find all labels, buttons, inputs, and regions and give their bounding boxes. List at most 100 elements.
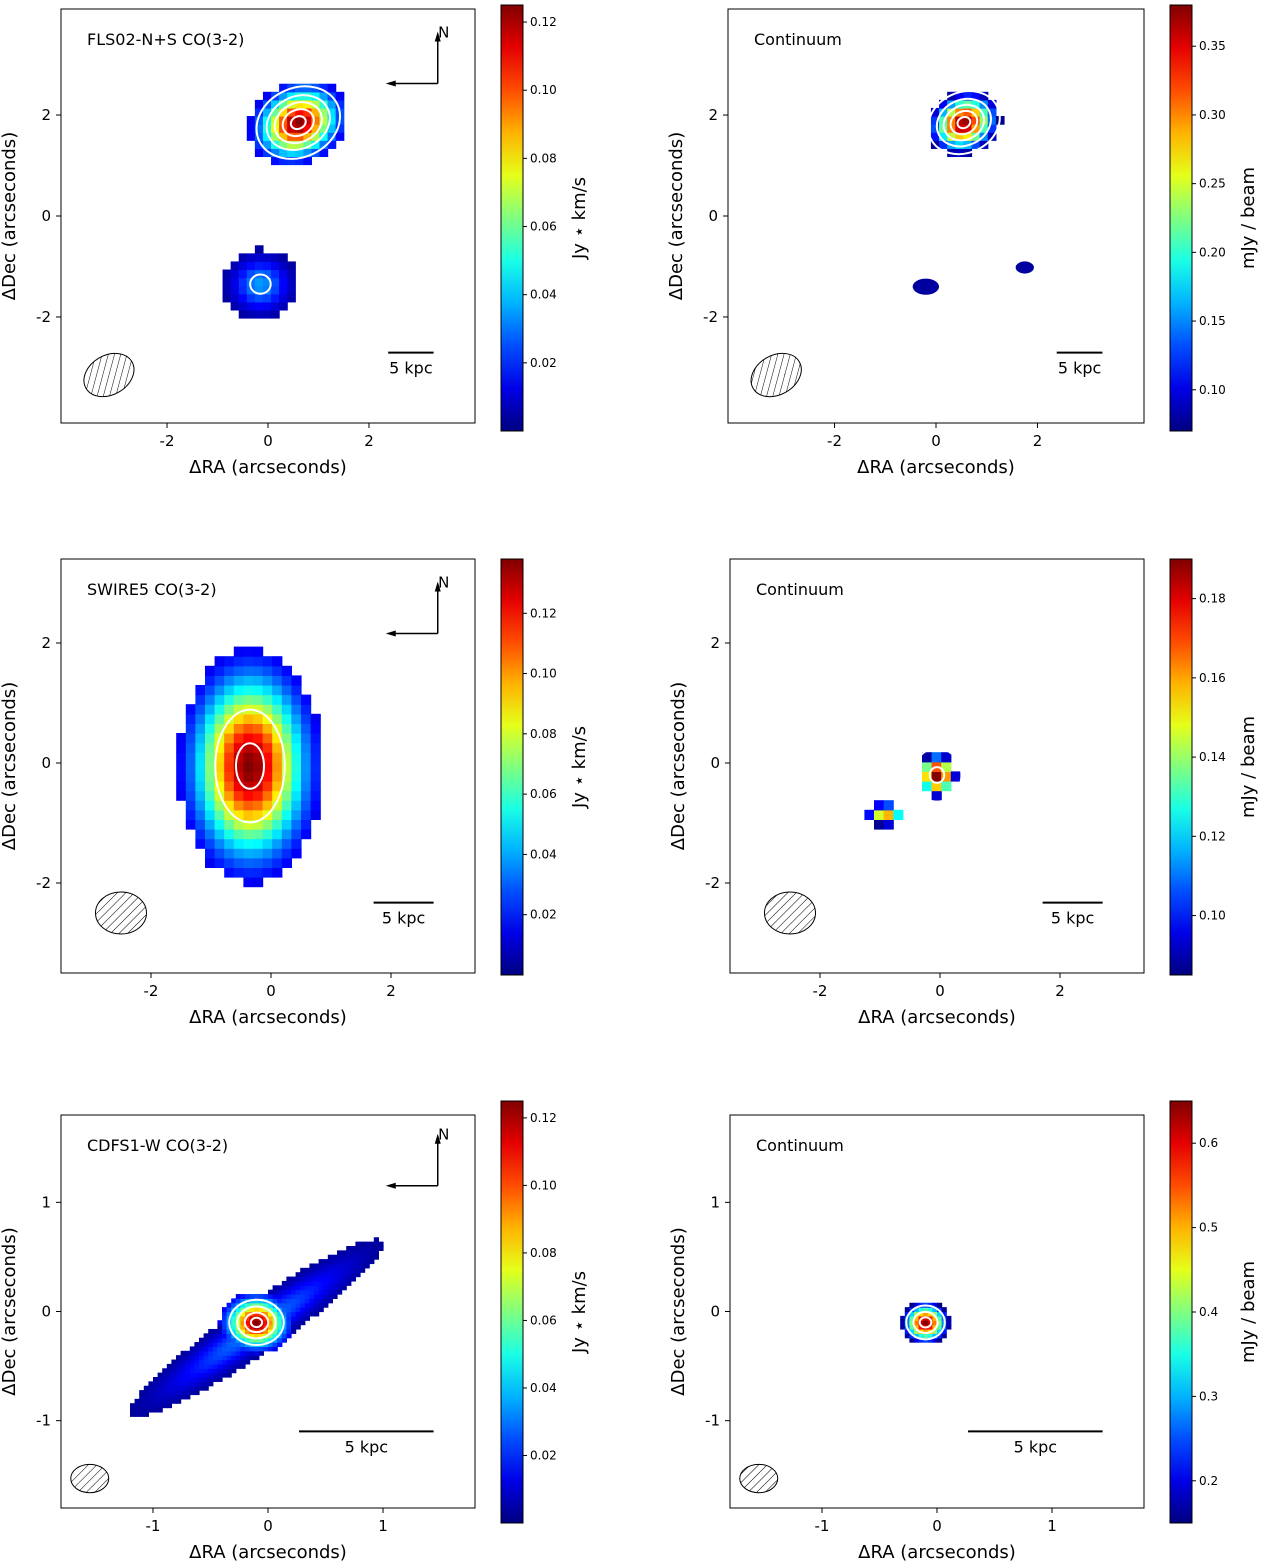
y-axis-label: ΔDec (arcseconds)	[0, 132, 20, 300]
contour-line	[956, 115, 972, 130]
colorbar-tick-label: 0.4	[1199, 1305, 1218, 1319]
axes-frame	[729, 558, 1145, 974]
y-tick-label: -2	[36, 308, 51, 326]
compass-east-head	[385, 1182, 396, 1189]
colorbar-tick-label: 0.3	[1199, 1389, 1218, 1403]
contour-line	[265, 94, 331, 151]
x-tick-label: -1	[815, 1517, 830, 1535]
colorbar-tick-label: 0.02	[530, 908, 557, 922]
x-axis-label: ΔRA (arcseconds)	[189, 1007, 347, 1028]
panel-title: FLS02-N+S CO(3-2)	[87, 30, 244, 49]
x-axis-label: ΔRA (arcseconds)	[189, 457, 347, 478]
x-tick-label: -2	[813, 982, 828, 1000]
colorbar-tick-label: 0.12	[530, 606, 557, 620]
contour-line	[935, 97, 992, 148]
contour-line	[228, 1298, 285, 1347]
colorbar-tick-label: 0.2	[1199, 1474, 1218, 1488]
colorbar-tick-label: 0.02	[530, 356, 557, 370]
x-tick-label: 2	[364, 432, 374, 450]
panel-title: CDFS1-W CO(3-2)	[87, 1136, 228, 1155]
panel-1: 5 kpc N FLS02-N+S CO(3-2) -2 0 2 -2 0 2 ΔRA (arcs…	[0, 4, 590, 478]
map-image	[222, 83, 345, 319]
colorbar-tick-label: 0.20	[1199, 245, 1226, 259]
x-tick-label: 0	[263, 1517, 273, 1535]
x-tick-label: 0	[931, 432, 941, 450]
beam-ellipse	[95, 891, 147, 935]
compass-east-head	[385, 80, 396, 87]
colorbar-tick-label: 0.08	[530, 1246, 557, 1260]
map-image	[900, 1302, 952, 1343]
colorbar-label: Jy ⋆ km/s	[569, 177, 590, 260]
y-tick-label: 0	[41, 1303, 51, 1321]
colorbar-tick-label: 0.16	[1199, 671, 1226, 685]
colorbar	[500, 558, 524, 976]
x-tick-label: 1	[1047, 1517, 1057, 1535]
colorbar-tick-label: 0.06	[530, 220, 557, 234]
y-axis-label: ΔDec (arcseconds)	[666, 132, 687, 300]
y-tick-label: -1	[705, 1412, 720, 1430]
contour-line	[942, 103, 986, 142]
colorbar-tick-label: 0.04	[530, 288, 557, 302]
continuum-island	[1013, 259, 1036, 276]
colorbar-label: Jy ⋆ km/s	[569, 726, 590, 809]
y-tick-label: 2	[708, 106, 718, 124]
panel-2: 5 kpc Continuum -2 0 2 -2 0 2 ΔRA (arcseconds) ΔD…	[666, 4, 1259, 478]
panel-title: Continuum	[754, 30, 842, 49]
y-tick-label: -2	[36, 874, 51, 892]
beam-ellipse	[750, 352, 802, 398]
panel-5: 5 kpc N CDFS1-W CO(3-2) -1 0 1 -1 0 1 ΔRA (arcsec…	[0, 1100, 590, 1563]
x-tick-label: 0	[266, 982, 276, 1000]
contour-line	[214, 708, 286, 824]
compass-north-head	[434, 31, 441, 42]
map-image	[864, 747, 963, 830]
y-axis-label: ΔDec (arcseconds)	[668, 1227, 689, 1395]
y-tick-label: -2	[703, 308, 718, 326]
contour-line	[273, 101, 323, 145]
map-image	[176, 646, 321, 888]
contour-line	[918, 1316, 933, 1329]
colorbar-tick-label: 0.12	[530, 15, 557, 29]
colorbar-tick-label: 0.08	[530, 151, 557, 165]
colorbar-tick-label: 0.15	[1199, 314, 1226, 328]
plot-area	[61, 9, 475, 423]
panel-title: Continuum	[756, 580, 844, 599]
y-axis-label: ΔDec (arcseconds)	[668, 682, 689, 850]
contour-line	[949, 109, 979, 136]
colorbar-tick-label: 0.12	[530, 1111, 557, 1125]
compass-north-head	[434, 1133, 441, 1144]
y-tick-label: -1	[36, 1412, 51, 1430]
panel-6: 5 kpc Continuum -1 0 1 -1 0 1 ΔRA (arcseconds) ΔD…	[668, 1100, 1259, 1563]
map-image	[910, 90, 1036, 297]
x-tick-label: 2	[386, 982, 396, 1000]
beam-ellipse	[764, 891, 816, 935]
colorbar-tick-label: 0.12	[1199, 829, 1226, 843]
y-tick-label: -2	[705, 874, 720, 892]
contour-line	[289, 115, 307, 131]
compass-east-head	[385, 630, 396, 637]
y-tick-label: 2	[41, 634, 51, 652]
colorbar	[1169, 1100, 1193, 1524]
colorbar-tick-label: 0.10	[530, 1178, 557, 1192]
axes-frame	[60, 558, 476, 974]
x-tick-label: 0	[263, 432, 273, 450]
y-tick-label: 1	[710, 1193, 720, 1211]
beam-ellipse	[739, 1463, 779, 1494]
colorbar-tick-label: 0.06	[530, 787, 557, 801]
colorbar-tick-label: 0.10	[530, 667, 557, 681]
compass-label: N	[438, 24, 449, 42]
x-axis-label: ΔRA (arcseconds)	[189, 1542, 347, 1563]
colorbar-tick-label: 0.04	[530, 847, 557, 861]
compass-north-head	[434, 581, 441, 592]
x-tick-label: -1	[146, 1517, 161, 1535]
panel-title: Continuum	[756, 1136, 844, 1155]
colorbar-label: mJy / beam	[1238, 167, 1259, 269]
y-tick-label: 0	[708, 207, 718, 225]
scale-bar-label: 5 kpc	[1058, 359, 1101, 378]
contour-line	[243, 1311, 270, 1334]
colorbar-tick-label: 0.02	[530, 1448, 557, 1462]
contour-line	[927, 90, 1001, 156]
colorbar-label: Jy ⋆ km/s	[569, 1271, 590, 1354]
colorbar-tick-label: 0.18	[1199, 592, 1226, 606]
x-axis-label: ΔRA (arcseconds)	[858, 1007, 1016, 1028]
